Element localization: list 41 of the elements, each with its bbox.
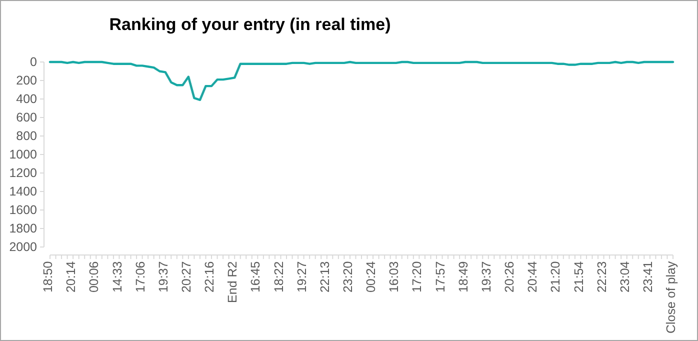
- x-tick-label: 22:13: [318, 261, 332, 293]
- x-tick-label: 17:57: [433, 261, 448, 293]
- x-tick-label: 00:24: [364, 261, 378, 293]
- x-tick-label: Close of play: [664, 260, 678, 334]
- x-tick-label: 20:26: [502, 261, 517, 293]
- y-tick-label: 1600: [9, 203, 38, 217]
- x-tick-label: 23:41: [640, 261, 655, 293]
- y-tick-label: 400: [16, 92, 38, 106]
- chart-title: Ranking of your entry (in real time): [109, 15, 391, 34]
- x-tick-label: 20:27: [179, 261, 194, 293]
- y-tick-label: 2000: [9, 240, 38, 254]
- x-tick-label: 21:54: [572, 261, 586, 293]
- x-tick-label: 21:20: [548, 261, 563, 293]
- y-tick-label: 1800: [9, 222, 38, 236]
- x-tick-label: 23:04: [618, 261, 632, 293]
- x-tick-label: 19:37: [156, 261, 170, 293]
- x-tick-label: 23:20: [341, 261, 356, 293]
- y-tick-label: 1400: [9, 184, 38, 198]
- line-series: [48, 60, 674, 102]
- x-tick-label: 16:45: [248, 261, 263, 293]
- x-tick-label: 20:44: [526, 261, 540, 293]
- x-tick-label: 18:49: [456, 261, 470, 293]
- x-tick-label: 20:14: [64, 261, 78, 293]
- y-tick-label: 200: [16, 74, 38, 88]
- x-tick-label: End R2: [226, 261, 240, 303]
- x-tick-label: 19:27: [294, 261, 309, 293]
- y-tick-label: 0: [30, 55, 38, 69]
- x-tick-label: 18:50: [41, 261, 56, 293]
- x-tick-label: 22:16: [202, 261, 217, 293]
- x-tick-label: 19:37: [479, 261, 494, 293]
- y-tick-label: 800: [16, 129, 38, 143]
- y-tick-label: 600: [16, 110, 38, 124]
- x-tick-label: 16:03: [387, 261, 402, 293]
- y-tick-label: 1200: [9, 166, 38, 180]
- x-tick-label: 17:20: [410, 261, 424, 293]
- x-tick-label: 17:06: [133, 261, 148, 293]
- x-tick-label: 14:33: [110, 261, 124, 293]
- x-tick-label: 22:23: [594, 261, 609, 293]
- x-tick-label: 18:22: [272, 261, 286, 293]
- x-tick-label: 00:06: [87, 261, 102, 293]
- y-tick-label: 1000: [9, 148, 38, 162]
